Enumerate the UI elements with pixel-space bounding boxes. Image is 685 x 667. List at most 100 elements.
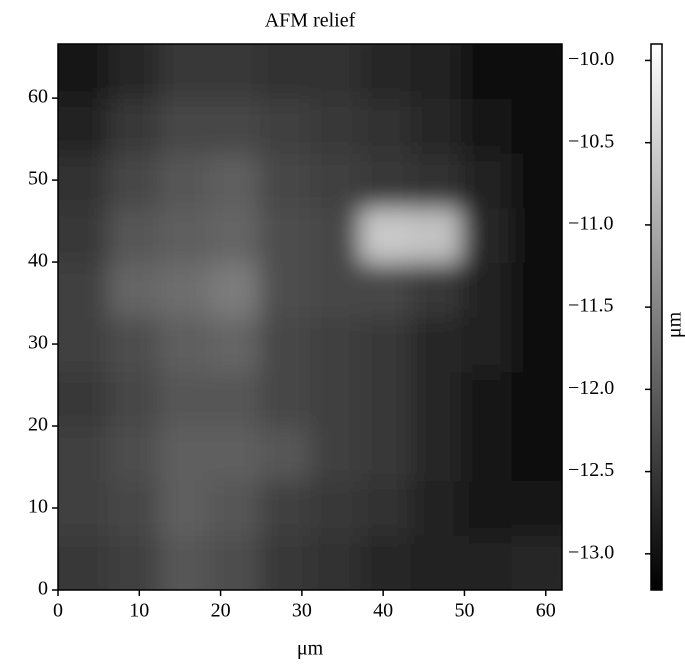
heatmap-cell <box>410 98 462 154</box>
heatmap-cell <box>310 426 361 482</box>
heatmap-cell <box>209 44 261 100</box>
colorbar-tick-label: −12.5 <box>568 459 614 481</box>
heatmap-cell <box>209 98 261 154</box>
heatmap-cell <box>58 207 109 263</box>
heatmap-cell <box>310 44 361 100</box>
y-tick-label: 40 <box>28 250 48 272</box>
x-axis-label: μm <box>297 638 324 660</box>
heatmap-cell <box>410 317 462 373</box>
colorbar-tick-label: −10.5 <box>568 130 614 152</box>
chart-title: AFM relief <box>265 10 356 32</box>
heatmap-cell <box>108 535 160 590</box>
heatmap-cell <box>511 207 562 263</box>
heatmap-cell <box>259 535 311 590</box>
heatmap-cell <box>108 98 160 154</box>
heatmap-cell <box>511 153 562 209</box>
heatmap-cell <box>58 98 109 154</box>
heatmap-cell <box>158 44 210 100</box>
heatmap-cell <box>461 98 513 154</box>
heatmap-cell <box>461 371 513 427</box>
heatmap-cell <box>461 480 513 536</box>
heatmap-cell <box>108 207 160 263</box>
heatmap-cell <box>511 480 562 536</box>
y-tick-label: 20 <box>28 414 48 436</box>
heatmap-cell <box>58 426 109 482</box>
colorbar-tick-label: −12.0 <box>568 377 614 399</box>
x-tick-label: 50 <box>454 600 474 622</box>
heatmap-cell <box>511 371 562 427</box>
heatmap-cell <box>410 153 462 209</box>
colorbar <box>650 43 663 591</box>
x-tick-label: 30 <box>292 600 312 622</box>
heatmap-cell <box>158 426 210 482</box>
heatmap-cell <box>511 98 562 154</box>
heatmap-cell <box>511 317 562 373</box>
heatmap-cell <box>461 426 513 482</box>
heatmap-cell <box>259 44 311 100</box>
heatmap-cell <box>58 317 109 373</box>
heatmap-cell <box>410 262 462 318</box>
heatmap-cell <box>108 153 160 209</box>
heatmap-cell <box>511 262 562 318</box>
heatmap-cell <box>410 371 462 427</box>
heatmap-cell <box>360 535 412 590</box>
heatmap-cell <box>310 317 361 373</box>
heatmap-cell <box>410 207 462 263</box>
colorbar-label: μm <box>664 311 685 338</box>
heatmap-cell <box>158 480 210 536</box>
heatmap-cell <box>158 262 210 318</box>
heatmap-cell <box>209 262 261 318</box>
heatmap-cell <box>259 98 311 154</box>
y-tick-label: 10 <box>28 496 48 518</box>
heatmap-cell <box>461 44 513 100</box>
heatmap-cell <box>108 426 160 482</box>
heatmap-cell <box>461 207 513 263</box>
heatmap-cell <box>108 371 160 427</box>
heatmap-cell <box>158 153 210 209</box>
y-tick-label: 30 <box>28 332 48 354</box>
heatmap-cell <box>58 262 109 318</box>
x-tick-label: 40 <box>373 600 393 622</box>
heatmap-cell <box>259 262 311 318</box>
heatmap-cell <box>259 371 311 427</box>
heatmap-cell <box>58 480 109 536</box>
colorbar-tick-label: −11.5 <box>568 295 614 317</box>
heatmap-cell <box>58 535 109 590</box>
heatmap-cell <box>209 207 261 263</box>
heatmap-cell <box>461 535 513 590</box>
heatmap-cell <box>410 426 462 482</box>
x-tick-label: 60 <box>536 600 556 622</box>
heatmap-cell <box>360 98 412 154</box>
heatmap-cell <box>360 371 412 427</box>
heatmap-cell <box>310 371 361 427</box>
heatmap-cell <box>360 480 412 536</box>
heatmap-cell <box>108 44 160 100</box>
heatmap-cell <box>158 207 210 263</box>
heatmap-cell <box>461 153 513 209</box>
heatmap-cell <box>209 153 261 209</box>
plot-frame <box>57 43 563 591</box>
heatmap-cell <box>410 535 462 590</box>
heatmap-cell <box>360 207 412 263</box>
heatmap-cell <box>511 426 562 482</box>
heatmap-cell <box>158 317 210 373</box>
colorbar-tick-label: −11.0 <box>568 212 614 234</box>
heatmap-cell <box>410 480 462 536</box>
y-tick-label: 50 <box>28 168 48 190</box>
heatmap-cell <box>259 207 311 263</box>
heatmap-cell <box>209 317 261 373</box>
heatmap-cell <box>58 153 109 209</box>
heatmap-cell <box>360 262 412 318</box>
heatmap-cell <box>410 44 462 100</box>
heatmap-cell <box>108 480 160 536</box>
heatmap-cell <box>461 262 513 318</box>
heatmap-cell <box>158 371 210 427</box>
heatmap-cell <box>310 98 361 154</box>
heatmap-cell <box>511 535 562 590</box>
heatmap-cell <box>209 371 261 427</box>
heatmap-cell <box>108 262 160 318</box>
heatmap-cell <box>108 317 160 373</box>
x-tick-label: 20 <box>211 600 231 622</box>
heatmap-cell <box>209 535 261 590</box>
